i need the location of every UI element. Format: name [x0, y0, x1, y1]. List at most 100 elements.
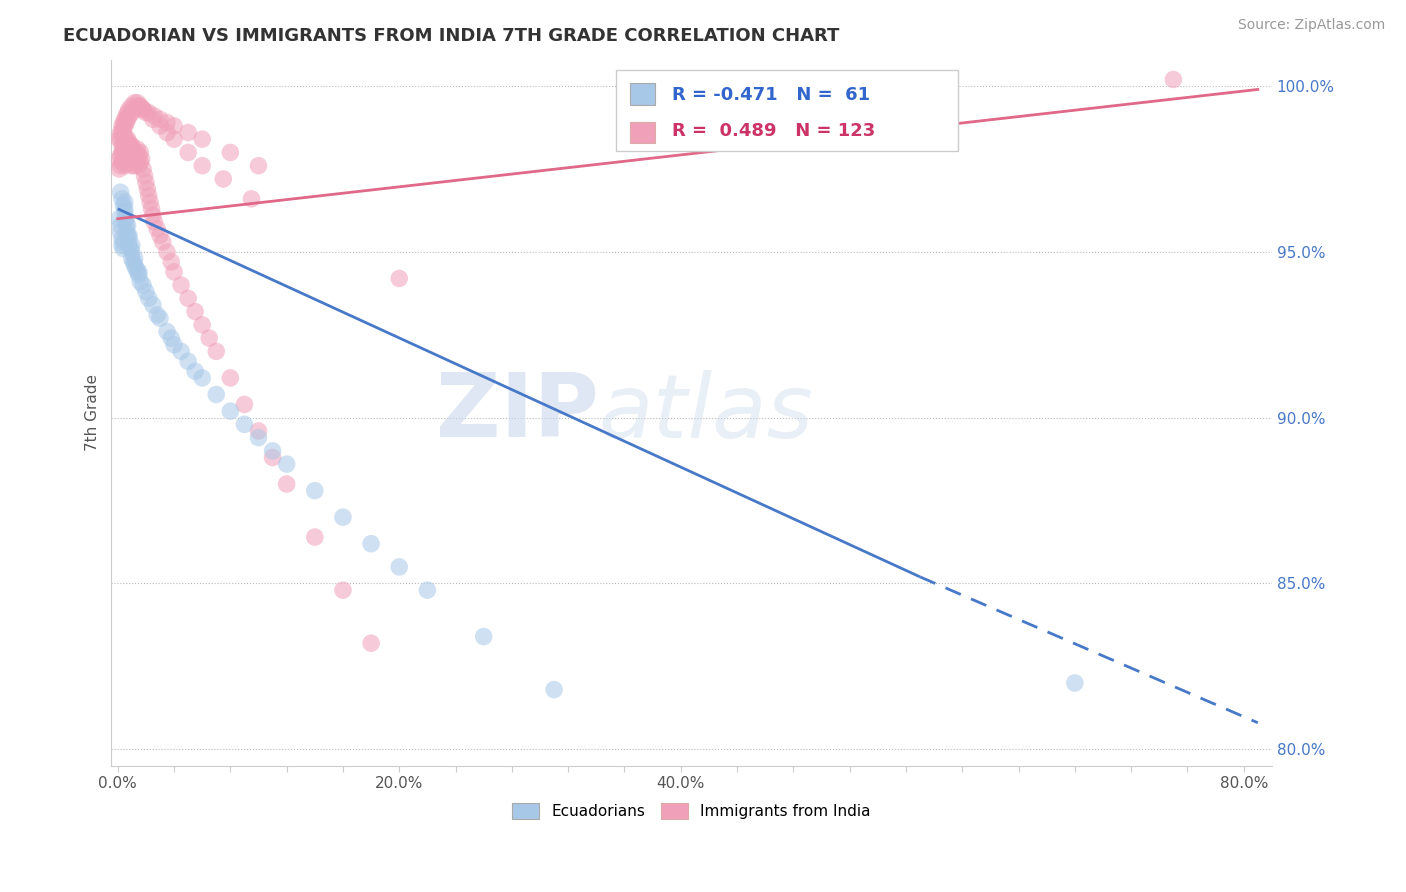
Point [135, 175, 157, 189]
Point [115, 225, 138, 239]
Point [118, 136, 141, 150]
Point [110, 132, 132, 146]
Point [121, 105, 143, 120]
Point [149, 112, 172, 127]
Point [142, 112, 165, 127]
Point [177, 354, 200, 368]
Point [191, 159, 214, 173]
Point [156, 115, 179, 129]
Point [108, 211, 131, 226]
Point [156, 244, 179, 259]
Legend: Ecuadorians, Immigrants from India: Ecuadorians, Immigrants from India [506, 797, 877, 825]
Point [112, 142, 135, 156]
Point [160, 255, 183, 269]
Point [112, 242, 135, 256]
Point [163, 132, 186, 146]
Point [112, 235, 135, 249]
Point [114, 202, 136, 216]
Point [121, 149, 143, 163]
Point [118, 232, 141, 246]
Point [122, 152, 145, 166]
Point [543, 682, 565, 697]
Point [129, 99, 152, 113]
Point [118, 228, 141, 243]
Point [304, 530, 326, 544]
Point [160, 331, 183, 345]
Point [108, 132, 131, 146]
Point [112, 115, 135, 129]
Point [124, 95, 146, 110]
Point [121, 244, 143, 259]
Point [184, 304, 207, 318]
Point [191, 318, 214, 332]
Point [142, 209, 165, 223]
Point [138, 105, 160, 120]
Point [170, 278, 193, 293]
Point [276, 477, 298, 491]
Point [191, 132, 214, 146]
Point [121, 159, 143, 173]
Point [124, 252, 146, 266]
Point [114, 138, 136, 153]
Point [124, 159, 146, 173]
Point [115, 155, 138, 169]
Point [111, 145, 134, 160]
Point [111, 192, 134, 206]
Point [163, 338, 186, 352]
Point [141, 202, 163, 216]
Point [177, 126, 200, 140]
Point [240, 192, 263, 206]
Point [128, 149, 150, 163]
Point [118, 109, 141, 123]
Bar [630, 83, 655, 105]
Point [170, 344, 193, 359]
Point [111, 238, 134, 252]
Point [112, 152, 135, 166]
Point [132, 161, 155, 176]
Point [120, 149, 142, 163]
Point [247, 159, 270, 173]
Point [127, 142, 149, 156]
Point [117, 112, 139, 127]
Point [118, 145, 141, 160]
Point [149, 228, 172, 243]
Point [111, 119, 134, 133]
Point [127, 95, 149, 110]
Point [219, 404, 242, 418]
Point [127, 265, 149, 279]
Point [138, 291, 160, 305]
Point [156, 325, 179, 339]
Point [205, 387, 228, 401]
Point [121, 99, 143, 113]
Point [233, 417, 256, 432]
Point [117, 219, 139, 233]
Point [114, 128, 136, 143]
Point [332, 510, 354, 524]
Point [114, 159, 136, 173]
Point [110, 126, 132, 140]
Point [135, 285, 157, 299]
Point [114, 149, 136, 163]
Text: Source: ZipAtlas.com: Source: ZipAtlas.com [1237, 18, 1385, 32]
Point [212, 172, 235, 186]
Point [121, 138, 143, 153]
Point [219, 145, 242, 160]
Point [118, 155, 141, 169]
Point [117, 152, 139, 166]
Point [128, 268, 150, 282]
Point [111, 155, 134, 169]
Point [191, 371, 214, 385]
Point [122, 142, 145, 156]
Text: atlas: atlas [599, 370, 813, 456]
Point [219, 371, 242, 385]
Point [131, 152, 153, 166]
Point [142, 298, 165, 312]
Point [124, 149, 146, 163]
Point [129, 145, 152, 160]
Point [136, 182, 159, 196]
Point [360, 537, 382, 551]
Point [128, 159, 150, 173]
Y-axis label: 7th Grade: 7th Grade [86, 375, 100, 451]
Point [127, 152, 149, 166]
Point [117, 228, 139, 243]
